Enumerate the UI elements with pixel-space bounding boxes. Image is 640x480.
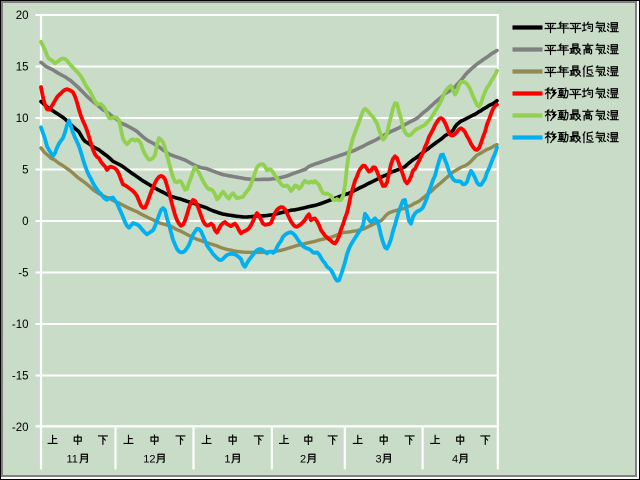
svg-text:20: 20 [16, 10, 29, 22]
svg-text:12: 12 [143, 454, 155, 466]
svg-text:1: 1 [224, 454, 230, 466]
svg-text:10: 10 [16, 113, 29, 125]
svg-text:3: 3 [375, 454, 381, 466]
svg-text:-10: -10 [12, 319, 29, 331]
svg-text:-15: -15 [12, 371, 29, 383]
svg-text:5: 5 [22, 165, 28, 177]
svg-text:11: 11 [67, 454, 78, 466]
svg-text:0: 0 [22, 216, 28, 228]
svg-text:-5: -5 [18, 268, 28, 280]
svg-text:4: 4 [452, 454, 458, 466]
svg-text:-20: -20 [12, 422, 29, 434]
svg-text:2: 2 [300, 454, 306, 466]
svg-text:15: 15 [16, 62, 29, 74]
